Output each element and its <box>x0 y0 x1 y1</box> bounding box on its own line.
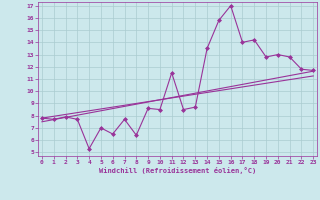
X-axis label: Windchill (Refroidissement éolien,°C): Windchill (Refroidissement éolien,°C) <box>99 167 256 174</box>
